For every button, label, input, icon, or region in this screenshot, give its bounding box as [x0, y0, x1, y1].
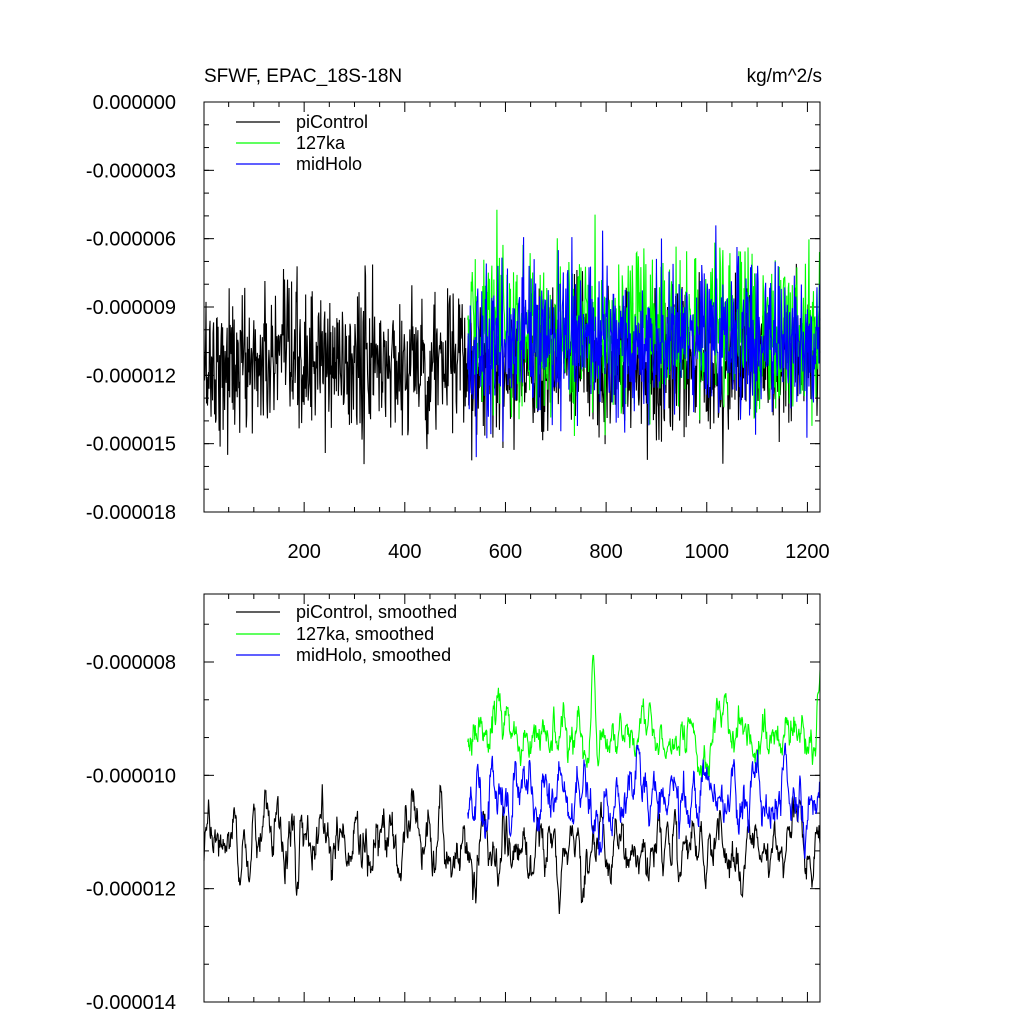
top-legend-label-midholo: midHolo [296, 154, 362, 174]
top-x-tick-label: 400 [388, 541, 421, 563]
top-y-tick-label: -0.000009 [86, 297, 176, 319]
bottom-panel: -0.000008 -0.000010 -0.000012 -0.000014 piC… [86, 593, 821, 1014]
bottom-x-axis [228, 594, 808, 1002]
top-x-tick-label: 800 [589, 541, 622, 563]
top-series-midholo [467, 225, 821, 458]
top-plot-frame [203, 101, 821, 513]
top-y-tick-label: 0.000000 [93, 92, 176, 114]
top-title-left: SFWF, EPAC_18S-18N [204, 66, 402, 87]
top-panel: SFWF, EPAC_18S-18N kg/m^2/s 0.000000 -0.0… [86, 66, 830, 563]
bottom-y-axis: -0.000008 -0.000010 -0.000012 -0.000014 [86, 623, 820, 1014]
bottom-series-picontrol [203, 784, 821, 914]
bottom-plot-frame [203, 593, 821, 1003]
top-title-right: kg/m^2/s [747, 66, 822, 87]
top-y-tick-label: -0.000003 [86, 160, 176, 182]
top-legend: piControl 127ka midHolo [236, 112, 368, 174]
top-x-tick-label: 600 [489, 541, 522, 563]
bottom-series-group [203, 654, 821, 914]
top-x-axis: 200 400 600 800 1000 1200 [228, 102, 830, 563]
top-series-group [203, 209, 821, 465]
top-x-tick-label: 200 [287, 541, 320, 563]
top-x-tick-label: 1200 [785, 541, 830, 563]
top-legend-label-picontrol: piControl [296, 112, 368, 132]
bottom-y-tick-label: -0.000014 [86, 992, 176, 1014]
bottom-legend-label-midholo: midHolo, smoothed [296, 645, 451, 665]
top-y-tick-label: -0.000006 [86, 229, 176, 251]
bottom-y-tick-label: -0.000008 [86, 652, 176, 674]
top-legend-label-127ka: 127ka [296, 133, 346, 153]
top-y-tick-label: -0.000015 [86, 434, 176, 456]
bottom-legend-label-picontrol: piControl, smoothed [296, 602, 457, 622]
bottom-series-127ka [467, 654, 821, 780]
bottom-y-tick-label: -0.000010 [86, 765, 176, 787]
top-y-tick-label: -0.000018 [86, 502, 176, 524]
bottom-series-midholo [467, 742, 821, 859]
bottom-y-tick-label: -0.000012 [86, 879, 176, 901]
top-y-tick-label: -0.000012 [86, 365, 176, 387]
top-x-tick-label: 1000 [685, 541, 730, 563]
bottom-legend: piControl, smoothed 127ka, smoothed midH… [236, 602, 457, 665]
bottom-legend-label-127ka: 127ka, smoothed [296, 624, 434, 644]
